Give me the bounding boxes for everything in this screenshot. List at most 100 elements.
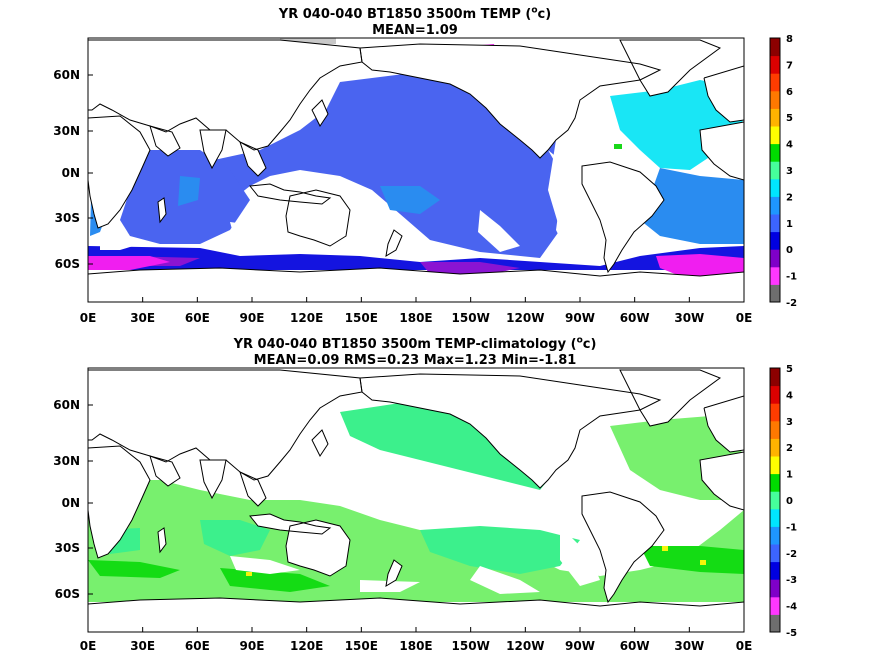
bottom-colorbar-swatch bbox=[770, 491, 780, 510]
bottom-lon-label: 180E bbox=[399, 639, 432, 653]
bottom-colorbar-label: -2 bbox=[786, 549, 797, 560]
top-colorbar-label: 4 bbox=[786, 140, 793, 151]
top-colorbar-label: -1 bbox=[786, 272, 797, 283]
top-colorbar-swatch bbox=[770, 38, 780, 57]
top-lon-label: 0E bbox=[80, 311, 97, 325]
bottom-lat-label: 60S bbox=[55, 587, 80, 601]
bottom-title-line2: MEAN=0.09 RMS=0.23 Max=1.23 Min=-1.81 bbox=[253, 353, 577, 369]
bottom-lon-label: 90E bbox=[240, 639, 265, 653]
bottom-colorbar-swatch bbox=[770, 508, 780, 527]
bottom-colorbar-swatch bbox=[770, 614, 780, 633]
bottom-field-yellow-1 bbox=[662, 546, 668, 551]
top-lon-label: 120E bbox=[290, 311, 323, 325]
top-lon-label: 150E bbox=[345, 311, 378, 325]
top-lat-label: 60N bbox=[53, 68, 80, 82]
top-title-line1: YR 040-040 BT1850 3500m TEMP (oc) bbox=[278, 6, 552, 23]
bottom-title: YR 040-040 BT1850 3500m TEMP-climatology… bbox=[0, 333, 830, 369]
bottom-map bbox=[88, 368, 744, 632]
top-map bbox=[88, 38, 744, 302]
top-colorbar-swatch bbox=[770, 178, 780, 197]
top-field-atlantic-south bbox=[640, 168, 744, 244]
bottom-colorbar-swatch bbox=[770, 456, 780, 475]
top-field-green-patch bbox=[614, 144, 622, 149]
bottom-lon-label: 60E bbox=[185, 639, 210, 653]
bottom-colorbar-swatch bbox=[770, 368, 780, 387]
top-lon-label: 0E bbox=[736, 311, 753, 325]
top-lat-label: 0N bbox=[62, 166, 80, 180]
top-colorbar-frame bbox=[769, 37, 781, 303]
bottom-lat-label: 0N bbox=[62, 496, 80, 510]
top-lon-label: 90W bbox=[565, 311, 595, 325]
bottom-field-indian bbox=[100, 520, 270, 556]
bottom-field-yellow-2 bbox=[700, 560, 706, 565]
top-colorbar-label: 0 bbox=[786, 245, 793, 256]
bottom-lon-label: 0E bbox=[80, 639, 97, 653]
top-colorbar-label: -2 bbox=[786, 298, 797, 309]
colorbars-layer: 8 7 6 5 4 3 2 1 0 -1 -2 5 4 3 2 1 0 -1 -2 -3 -4 -5 bbox=[769, 34, 797, 639]
bottom-colorbar-label: -1 bbox=[786, 522, 797, 533]
top-colorbar-swatch bbox=[770, 214, 780, 233]
bottom-colorbar-label: 4 bbox=[786, 390, 793, 401]
bottom-title-line1: YR 040-040 BT1850 3500m TEMP-climatology… bbox=[233, 336, 597, 353]
bottom-colorbar-label: 2 bbox=[786, 443, 793, 454]
bottom-lon-label: 120E bbox=[290, 639, 323, 653]
bottom-lon-label: 0E bbox=[736, 639, 753, 653]
bottom-colorbar-swatch bbox=[770, 596, 780, 615]
top-colorbar-label: 6 bbox=[786, 87, 793, 98]
bottom-colorbar-label: 1 bbox=[786, 470, 793, 481]
bottom-colorbar-swatch bbox=[770, 579, 780, 598]
bottom-lat-label: 30S bbox=[55, 541, 80, 555]
bottom-lon-label: 30W bbox=[674, 639, 704, 653]
bottom-field-southern bbox=[88, 546, 744, 592]
top-colorbar-swatch bbox=[770, 161, 780, 180]
top-colorbar-label: 3 bbox=[786, 166, 793, 177]
bottom-field-yellow-3 bbox=[246, 572, 252, 576]
bottom-colorbar-label: 3 bbox=[786, 417, 793, 428]
top-colorbar-swatch bbox=[770, 108, 780, 127]
bottom-lat-label: 60N bbox=[53, 398, 80, 412]
top-lat-label: 60S bbox=[55, 257, 80, 271]
top-lon-label: 150W bbox=[452, 311, 490, 325]
bottom-lon-label: 30E bbox=[130, 639, 155, 653]
bottom-lon-label: 90W bbox=[565, 639, 595, 653]
top-lat-label: 30N bbox=[53, 124, 80, 138]
bottom-colorbar-swatch bbox=[770, 561, 780, 580]
bottom-lon-label: 60W bbox=[620, 639, 650, 653]
top-colorbar-label: 7 bbox=[786, 60, 793, 71]
bottom-colorbar-swatch bbox=[770, 420, 780, 439]
bottom-colorbar-swatch bbox=[770, 403, 780, 422]
top-field-grey-patch bbox=[280, 38, 336, 44]
top-lon-label: 30W bbox=[674, 311, 704, 325]
top-colorbar-swatch bbox=[770, 249, 780, 268]
top-colorbar-swatch bbox=[770, 126, 780, 145]
bottom-lat-label: 30N bbox=[53, 454, 80, 468]
top-lon-label: 180E bbox=[399, 311, 432, 325]
top-field-pacific bbox=[180, 70, 560, 258]
bottom-field-spacific bbox=[420, 526, 580, 574]
top-lon-label: 60W bbox=[620, 311, 650, 325]
top-field-gaps bbox=[100, 200, 590, 258]
bottom-colorbar-label: -4 bbox=[786, 602, 797, 613]
bottom-colorbar-label: 0 bbox=[786, 496, 793, 507]
bottom-colorbar-swatch bbox=[770, 544, 780, 563]
top-lon-label: 120W bbox=[506, 311, 544, 325]
top-lon-label: 90E bbox=[240, 311, 265, 325]
axes-layer: 0E 30E 60E 90E 120E 150E 180E 150W 120W 90W 60W 30W… bbox=[53, 68, 752, 653]
top-lat-label: 30S bbox=[55, 211, 80, 225]
top-lon-label: 30E bbox=[130, 311, 155, 325]
top-colorbar-swatch bbox=[770, 90, 780, 109]
bottom-colorbar-swatch bbox=[770, 473, 780, 492]
top-field-southern bbox=[88, 246, 744, 270]
top-title-line2: MEAN=1.09 bbox=[372, 23, 458, 39]
top-colorbar-label: 2 bbox=[786, 192, 793, 203]
top-lon-label: 60E bbox=[185, 311, 210, 325]
bottom-colorbar-swatch bbox=[770, 438, 780, 457]
bottom-colorbar-swatch bbox=[770, 385, 780, 404]
bottom-colorbar-label: -5 bbox=[786, 628, 797, 639]
bottom-field-gaps bbox=[230, 526, 600, 594]
top-colorbar-swatch bbox=[770, 231, 780, 250]
top-colorbar-swatch bbox=[770, 196, 780, 215]
bottom-lon-label: 150E bbox=[345, 639, 378, 653]
bottom-lon-label: 150W bbox=[452, 639, 490, 653]
